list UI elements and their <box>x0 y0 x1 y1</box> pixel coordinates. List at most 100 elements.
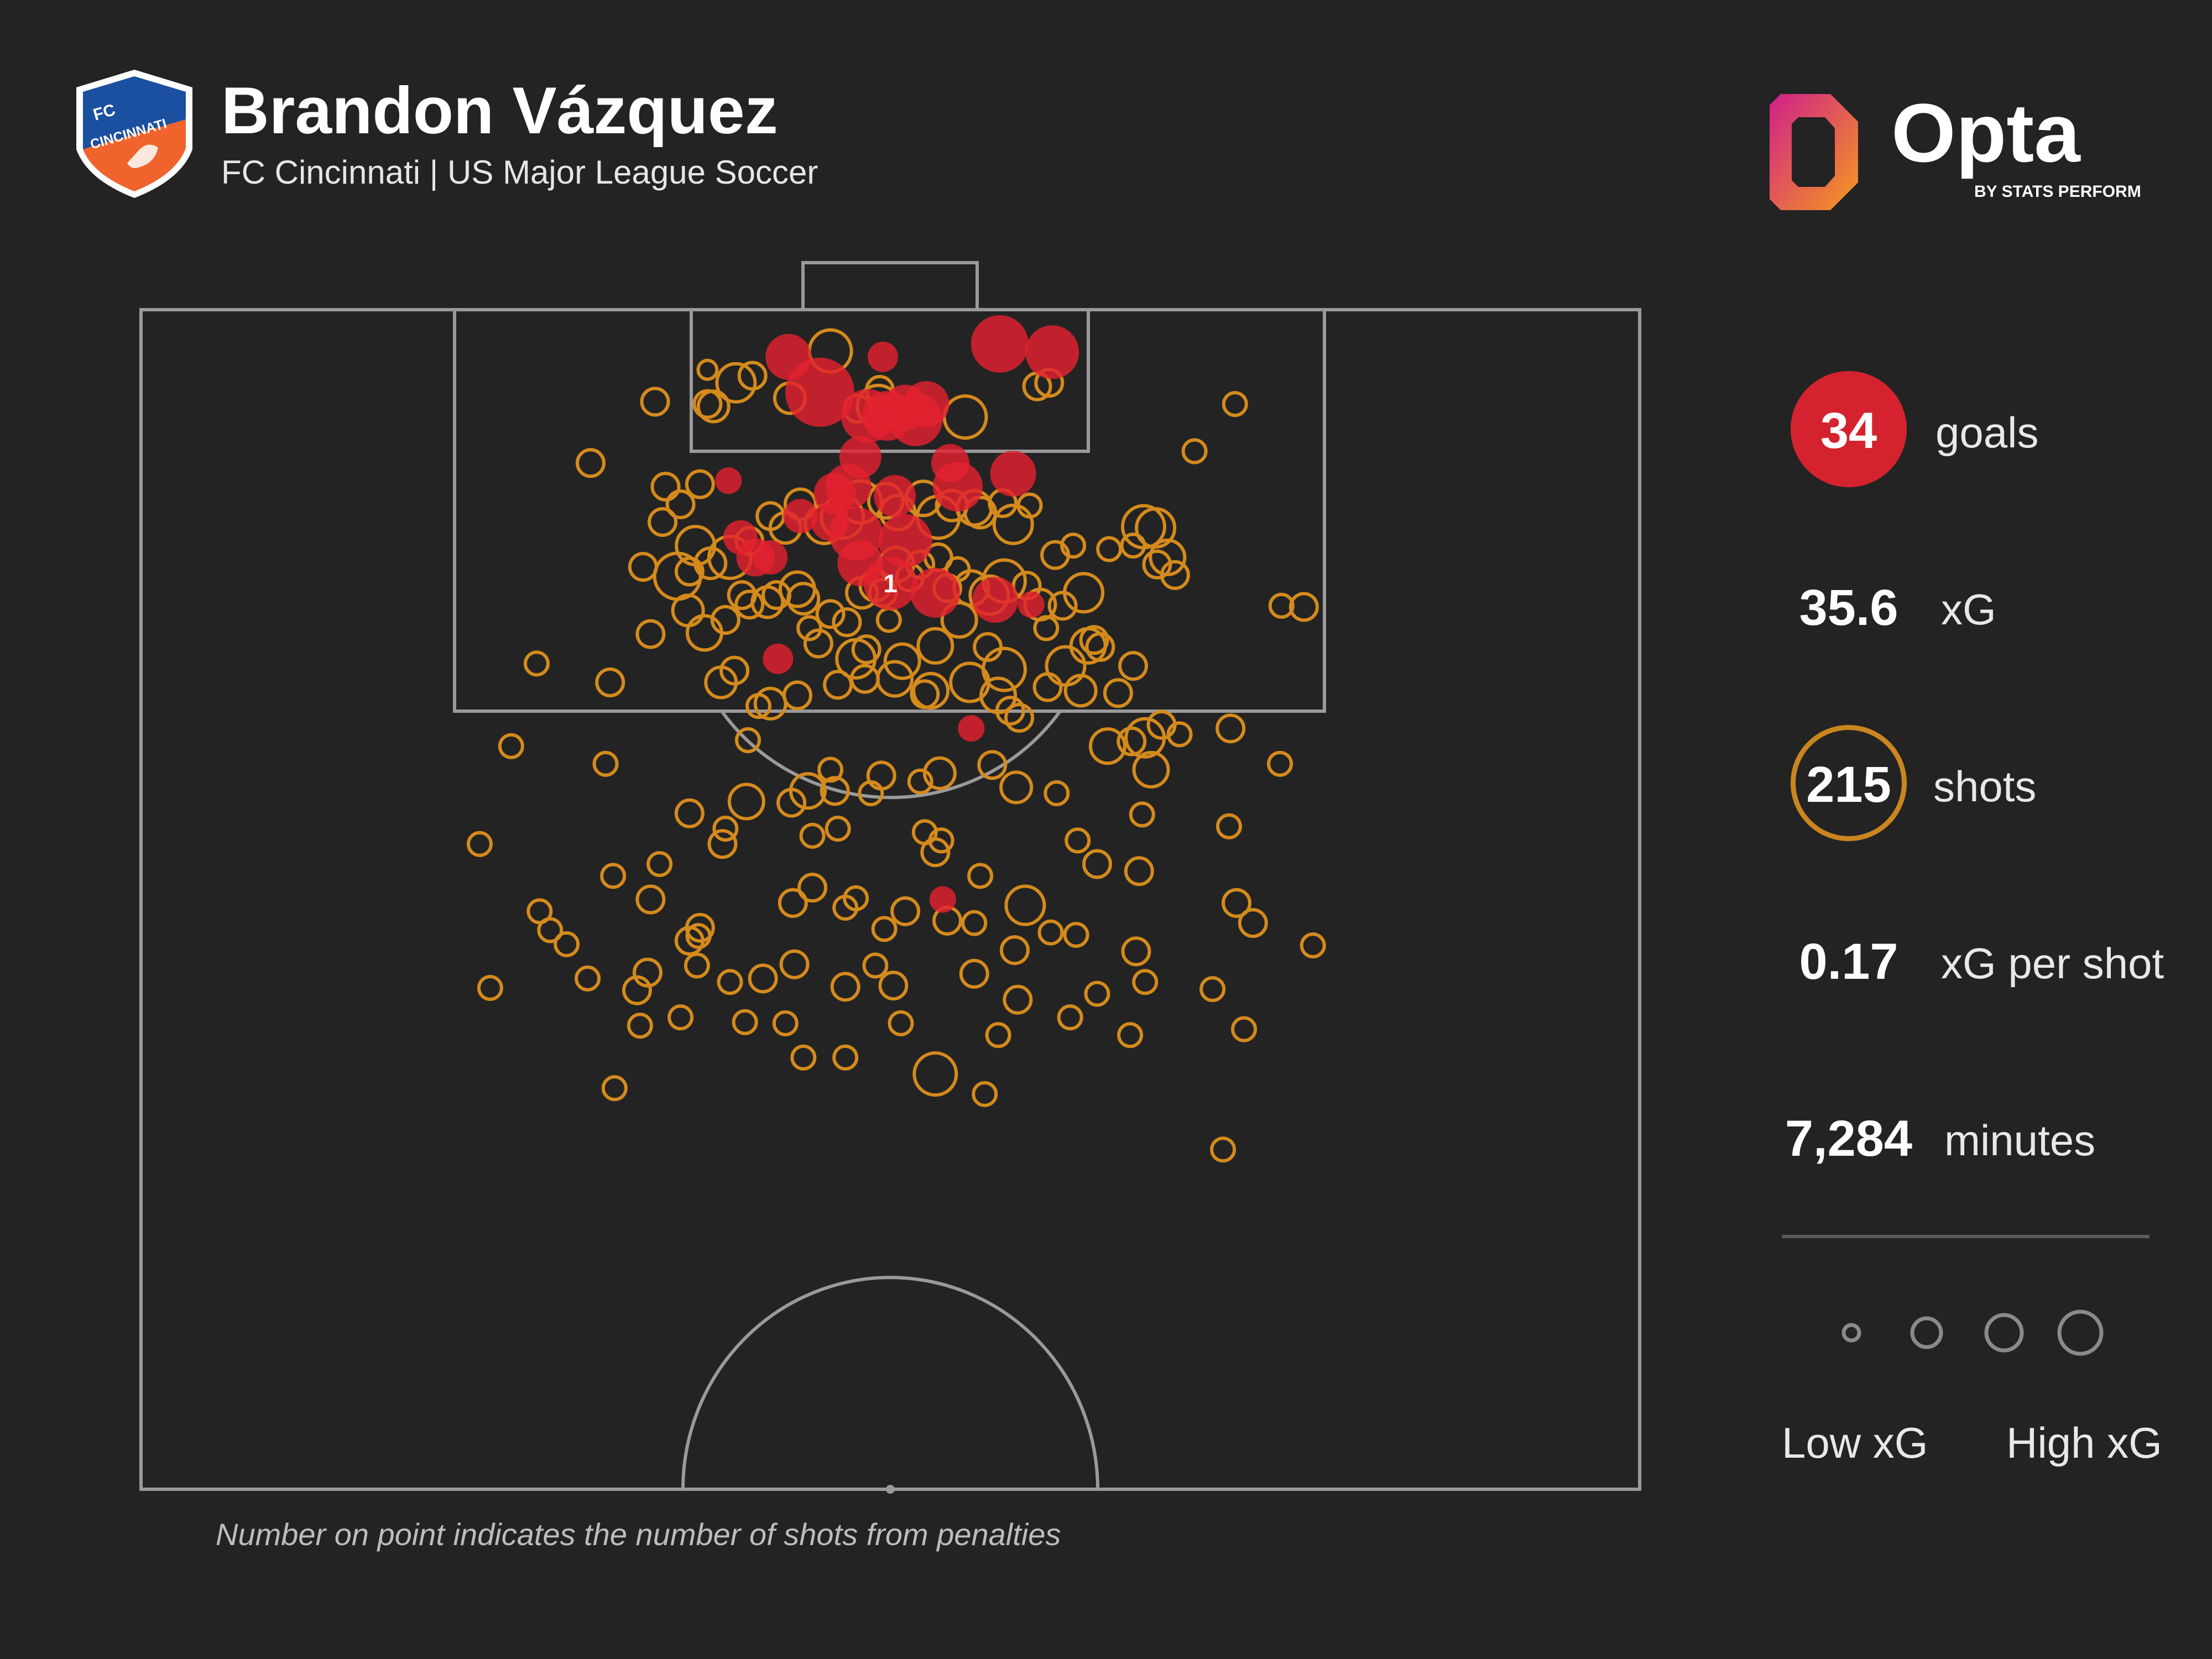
shot-point <box>685 469 715 499</box>
shot-point <box>1085 632 1115 662</box>
stat-shots: 215 shots <box>1770 721 2190 853</box>
shot-point <box>592 750 619 777</box>
shot-point <box>830 972 860 1002</box>
shot-point <box>961 910 988 936</box>
shot-point <box>665 489 696 519</box>
shot-point <box>554 931 580 958</box>
stat-xg-per-shot: 0.17 xG per shot <box>1770 898 2190 1030</box>
goal-point <box>878 514 932 568</box>
goals-label: goals <box>1936 408 2039 457</box>
svg-text:BY STATS PERFORM: BY STATS PERFORM <box>1974 182 2141 201</box>
xg-per-shot-label: xG per shot <box>1941 939 2164 988</box>
shot-point <box>1032 672 1063 702</box>
shot-point <box>825 816 851 842</box>
shot-point <box>1079 625 1109 655</box>
stat-xg: 35.6 xG <box>1770 544 2190 676</box>
shot-point <box>940 601 978 639</box>
shot-point <box>750 585 785 619</box>
shot-point <box>1160 560 1190 590</box>
goals-badge <box>1791 371 1907 487</box>
shot-point <box>972 1081 998 1107</box>
shot-point <box>696 389 731 424</box>
shot-point <box>710 604 740 635</box>
shot-point <box>601 1075 628 1102</box>
shot-point <box>1096 536 1123 562</box>
shot-point <box>949 661 991 703</box>
shot-point <box>684 952 710 979</box>
goal-point <box>1025 325 1079 379</box>
svg-text:Opta: Opta <box>1891 88 2081 179</box>
shot-point <box>575 965 601 992</box>
player-name: Brandon Vázquez <box>221 74 778 148</box>
shot-point <box>890 896 921 926</box>
shot-point <box>761 580 792 611</box>
shot-point <box>1199 976 1226 1003</box>
shot-point <box>1268 592 1295 619</box>
shot-point <box>1166 721 1193 748</box>
shot-point <box>911 819 938 846</box>
shot-point <box>1132 969 1159 995</box>
shot-point <box>646 851 673 878</box>
shot-point <box>967 863 994 889</box>
shot-point <box>778 570 816 608</box>
shot-point <box>1149 538 1187 576</box>
shot-point <box>1004 884 1046 926</box>
shot-point <box>797 873 828 903</box>
shot-point <box>916 627 954 665</box>
shot-point <box>1057 1004 1083 1031</box>
shot-point <box>635 619 666 649</box>
shot-point <box>712 816 739 842</box>
shot-point <box>745 693 772 719</box>
shot-point <box>922 756 957 790</box>
shot-point <box>671 593 705 628</box>
legend-low-label: Low xG <box>1782 1418 1928 1467</box>
shot-point <box>907 768 933 795</box>
shot-point <box>1045 645 1087 687</box>
opta-logo: Opta BY STATS PERFORM <box>1770 88 2141 210</box>
shot-point <box>1037 919 1064 946</box>
shot-point <box>1120 533 1146 559</box>
shot-point <box>999 770 1034 805</box>
shot-point <box>1215 813 1242 839</box>
shot-point <box>1088 727 1126 765</box>
xg-size-legend <box>1841 1310 2104 1356</box>
shot-point <box>1288 592 1319 622</box>
shot-point <box>1103 678 1133 708</box>
goal-point <box>863 556 917 611</box>
shot-point <box>1124 856 1154 886</box>
shot-point <box>888 1010 914 1036</box>
shot-point <box>878 971 909 1001</box>
shot-point <box>674 798 705 828</box>
shot-point <box>732 1009 758 1035</box>
shot-point <box>628 551 658 582</box>
shot-point <box>1063 921 1089 948</box>
shot-point <box>1238 908 1268 938</box>
shot-point <box>815 599 846 629</box>
shot-point <box>876 660 914 698</box>
shot-point <box>942 394 988 440</box>
center-spot <box>886 1485 895 1494</box>
stats-divider <box>1782 1235 2150 1238</box>
shot-point <box>707 829 738 859</box>
shot-point <box>1142 549 1172 580</box>
shot-point <box>734 589 765 620</box>
goal-point <box>972 577 1019 623</box>
shot-point <box>635 884 666 915</box>
shot-point <box>1063 674 1098 708</box>
shot-point <box>875 607 902 633</box>
shot-point <box>667 1004 694 1031</box>
shot-point <box>696 358 719 381</box>
shot-point <box>912 671 950 709</box>
goal-point <box>785 357 855 427</box>
shot-point <box>1129 801 1155 828</box>
shot-point <box>640 387 670 417</box>
goal-point <box>874 475 916 518</box>
legend-circle-3 <box>1984 1313 2024 1353</box>
shot-point <box>737 361 768 391</box>
shot-point <box>674 556 705 587</box>
shot-point <box>648 507 678 537</box>
team-league-subtitle: FC Cincinnati | US Major League Soccer <box>221 154 818 191</box>
shot-point <box>851 634 881 665</box>
shot-point <box>985 1022 1011 1048</box>
shot-point <box>685 912 715 943</box>
